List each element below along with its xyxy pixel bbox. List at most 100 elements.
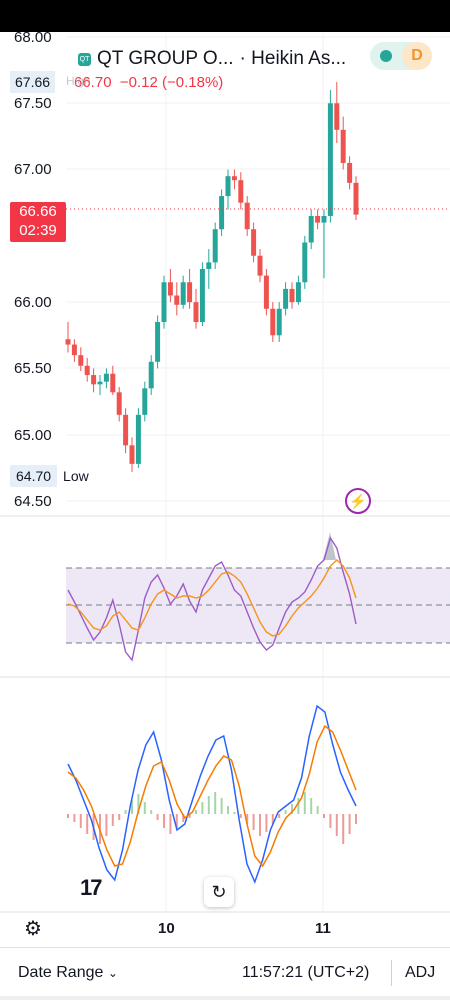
macd-histogram-bar (195, 810, 197, 814)
candle-body (110, 373, 116, 393)
price-tick: 67.00 (14, 161, 52, 178)
candle-body (347, 162, 353, 183)
price-tick: 65.00 (14, 427, 52, 444)
macd-histogram-bar (233, 812, 236, 814)
macd-histogram-bar (79, 814, 82, 828)
candle-body (135, 414, 141, 464)
candle-body (212, 229, 218, 263)
price-tick: 64.50 (14, 493, 52, 510)
candle-body (97, 381, 103, 385)
macd-histogram-bar (265, 814, 268, 832)
lightning-icon[interactable]: ⚡ (345, 488, 371, 514)
chart-area[interactable] (0, 32, 450, 947)
macd-histogram-bar (252, 814, 255, 830)
rsi-line (67, 536, 357, 662)
candle-body (340, 129, 346, 163)
candle-body (193, 302, 199, 323)
candle-body (103, 373, 109, 382)
candle-body (78, 355, 84, 366)
candle-body (167, 282, 173, 296)
candle-body (289, 288, 295, 303)
macd-histogram-bar (86, 814, 89, 834)
candle-body (244, 202, 250, 230)
clock-button[interactable]: 11:57:21 (UTC+2) (242, 964, 370, 981)
high-price-tag: 67.66 (10, 71, 56, 93)
macd-histogram-bar (246, 814, 249, 824)
macd-histogram-bar (348, 814, 351, 834)
macd-histogram-bar (303, 792, 306, 814)
market-status-pill[interactable]: D (370, 42, 432, 70)
candle-body (327, 103, 333, 216)
candle-body (91, 375, 97, 385)
candle-body (263, 275, 269, 309)
macd-histogram-bar (259, 814, 261, 836)
divider (391, 960, 392, 986)
macd-histogram-bar (278, 814, 281, 818)
symbol-title[interactable]: QT QT GROUP O... · Heikin As... (78, 46, 346, 72)
tradingview-logo-icon[interactable]: 17 (80, 875, 103, 900)
price-tick: 65.50 (14, 360, 52, 377)
macd-histogram-bar (118, 814, 121, 820)
price-tick: 67.50 (14, 95, 52, 112)
macd-histogram-bar (137, 794, 140, 814)
settings-icon[interactable]: ⚙ (24, 918, 42, 940)
macd-histogram-bar (111, 814, 114, 826)
candle-body (155, 322, 161, 362)
home-indicator (0, 996, 450, 1000)
candle-body (219, 196, 225, 230)
macd-histogram-bar (316, 806, 319, 814)
quote-price: 66.70 (74, 74, 112, 91)
macd-histogram-bar (323, 814, 325, 818)
macd-histogram-bar (214, 792, 217, 814)
reset-icon[interactable]: ↻ (204, 877, 234, 907)
current-price-tag: 66.66 02:39 (10, 202, 66, 242)
chart-canvas[interactable] (0, 32, 450, 947)
candle-body (302, 242, 308, 283)
macd-histogram-bar (310, 798, 313, 814)
market-status-dot-icon (380, 50, 392, 62)
candle-body (225, 176, 231, 197)
macd-signal-line (67, 724, 357, 868)
bar-countdown: 02:39 (19, 222, 57, 239)
macd-histogram-bar (342, 814, 345, 844)
chart-header: QT QT GROUP O... · Heikin As... D High 6… (0, 34, 450, 91)
candle-body (283, 288, 289, 309)
current-price-value: 66.66 (19, 203, 57, 220)
time-tick: 11 (315, 920, 331, 937)
quote-line: High 66.70 −0.12 (−0.18%) (66, 74, 224, 91)
macd-histogram-bar (207, 796, 210, 814)
price-tick: 68.00 (14, 29, 52, 46)
candle-body (129, 445, 135, 464)
macd-histogram-bar (329, 814, 332, 828)
quote-change: −0.12 (−0.18%) (119, 74, 224, 91)
macd-histogram-bar (284, 810, 287, 814)
macd-histogram-bar (175, 814, 178, 828)
chevron-down-icon: ⌄ (107, 966, 118, 980)
candle-body (142, 388, 148, 415)
candle-body (71, 344, 77, 356)
macd-histogram-bar (73, 814, 76, 822)
candle-body (295, 282, 301, 303)
chart-type-label[interactable]: · Heikin As... (239, 48, 347, 69)
macd-histogram-bar (105, 814, 108, 836)
symbol-name[interactable]: QT GROUP O... (97, 48, 234, 69)
date-range-button[interactable]: Date Range ⌄ (18, 964, 118, 982)
price-tick: 66.00 (14, 294, 52, 311)
candle-body (315, 215, 321, 223)
macd-histogram-bar (182, 814, 185, 822)
candle-body (148, 361, 154, 389)
candle-body (276, 308, 282, 336)
candle-body (251, 229, 257, 256)
macd-histogram-bar (335, 814, 338, 836)
macd-line (67, 704, 357, 885)
low-price-tag: 64.70 Low (10, 465, 95, 487)
macd-histogram-bar (124, 810, 127, 814)
macd-histogram-bar (150, 810, 153, 814)
rsi-ma-line (67, 559, 357, 637)
adj-button[interactable]: ADJ (405, 964, 436, 981)
high-label-overlap: High (66, 74, 91, 88)
candle-body (334, 103, 340, 130)
session-badge[interactable]: D (402, 42, 432, 70)
macd-histogram-bar (143, 802, 146, 814)
macd-histogram-bar (239, 814, 242, 818)
